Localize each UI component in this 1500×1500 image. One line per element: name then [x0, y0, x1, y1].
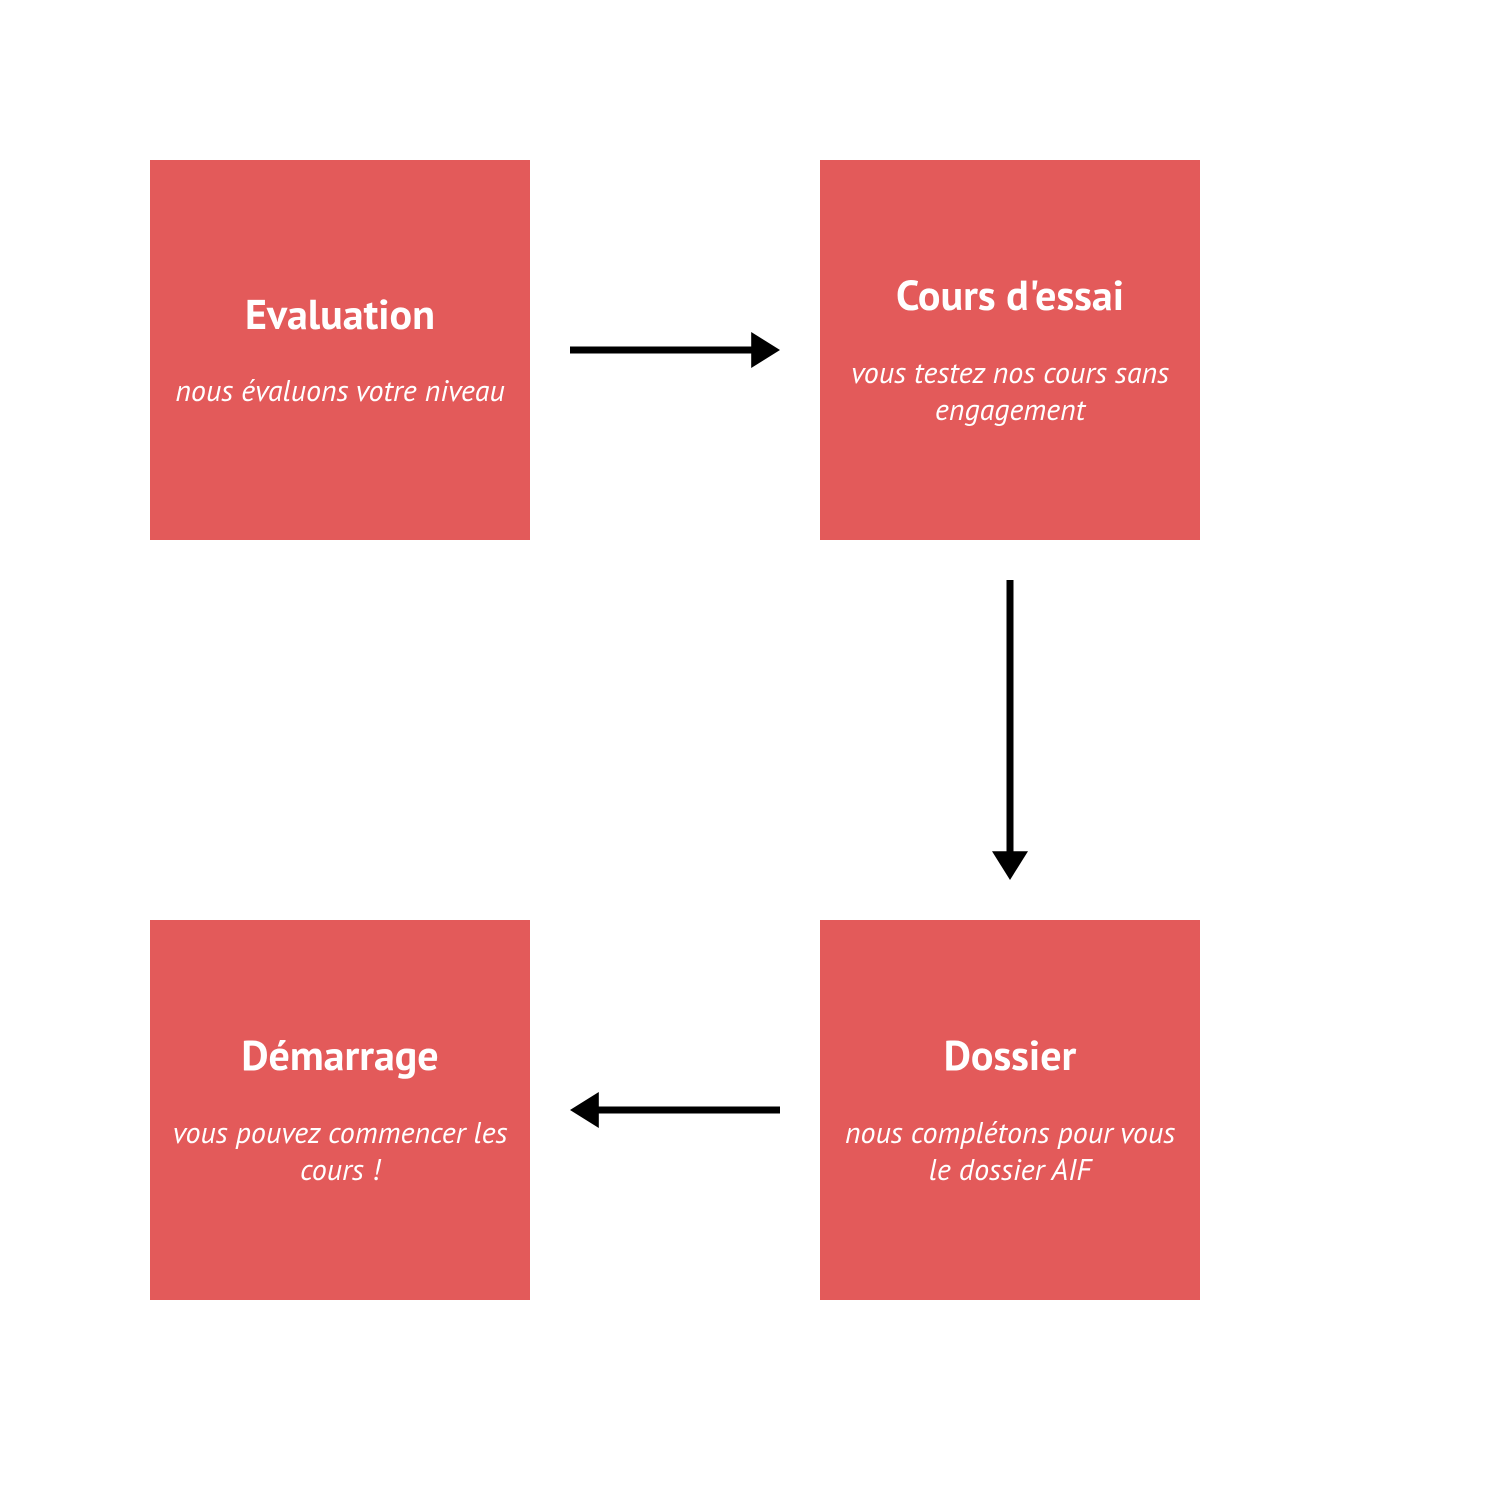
step-dossier-title: Dossier — [944, 1031, 1077, 1079]
step-cours-essai-title: Cours d'essai — [896, 271, 1124, 319]
step-demarrage: Démarrage vous pouvez commencer les cour… — [150, 920, 530, 1300]
step-dossier: Dossier nous complétons pour vous le dos… — [820, 920, 1200, 1300]
arrow-left-icon — [534, 1074, 816, 1146]
step-dossier-desc: nous complétons pour vous le dossier AIF — [840, 1114, 1180, 1189]
step-cours-essai: Cours d'essai vous testez nos cours sans… — [820, 160, 1200, 540]
step-evaluation-desc: nous évaluons votre niveau — [175, 372, 504, 410]
step-cours-essai-desc: vous testez nos cours sans engagement — [840, 354, 1180, 429]
arrow-down-icon — [974, 544, 1046, 916]
flow-diagram: Evaluation nous évaluons votre niveau Co… — [0, 0, 1500, 1500]
step-demarrage-desc: vous pouvez commencer les cours ! — [170, 1114, 510, 1189]
step-evaluation: Evaluation nous évaluons votre niveau — [150, 160, 530, 540]
step-evaluation-title: Evaluation — [245, 290, 435, 338]
step-demarrage-title: Démarrage — [241, 1031, 438, 1079]
arrow-right-icon — [534, 314, 816, 386]
